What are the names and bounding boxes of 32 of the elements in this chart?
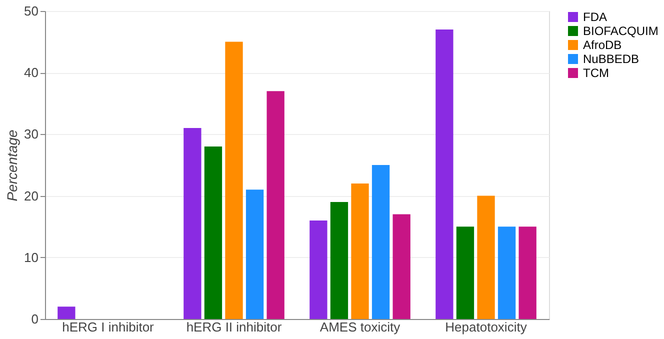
y-tick-label: 30 — [24, 126, 38, 142]
x-tick-label: Hepatotoxicity — [445, 320, 528, 334]
bar — [436, 29, 454, 319]
y-tick-label: 40 — [24, 65, 38, 80]
y-tick-label: 10 — [24, 250, 38, 265]
bar — [246, 190, 264, 319]
bar — [184, 128, 202, 319]
bar — [477, 196, 495, 319]
legend-label: AfroDB — [583, 38, 622, 52]
y-tick-label: 50 — [24, 4, 38, 18]
bar — [266, 91, 284, 319]
x-tick-label: hERG II inhibitor — [186, 320, 282, 334]
legend-label: FDA — [583, 10, 607, 24]
bar — [58, 306, 76, 319]
y-tick-label: 20 — [24, 188, 38, 204]
bar — [456, 226, 474, 319]
legend-label: BIOFACQUIM — [583, 24, 658, 38]
y-axis-title: Percentage — [4, 129, 20, 202]
bar — [330, 202, 348, 319]
x-tick-label: hERG I inhibitor — [62, 320, 155, 334]
bar — [225, 42, 243, 319]
legend-label: TCM — [583, 66, 609, 80]
bar — [204, 146, 222, 319]
bar — [351, 183, 369, 319]
bar — [498, 226, 516, 319]
legend-label: NuBBEDB — [583, 52, 640, 66]
bar — [392, 214, 410, 319]
bar — [310, 220, 328, 319]
x-tick-label: AMES toxicity — [320, 320, 401, 334]
bar — [518, 226, 536, 319]
y-tick-label: 0 — [31, 312, 38, 326]
bar — [372, 165, 390, 319]
